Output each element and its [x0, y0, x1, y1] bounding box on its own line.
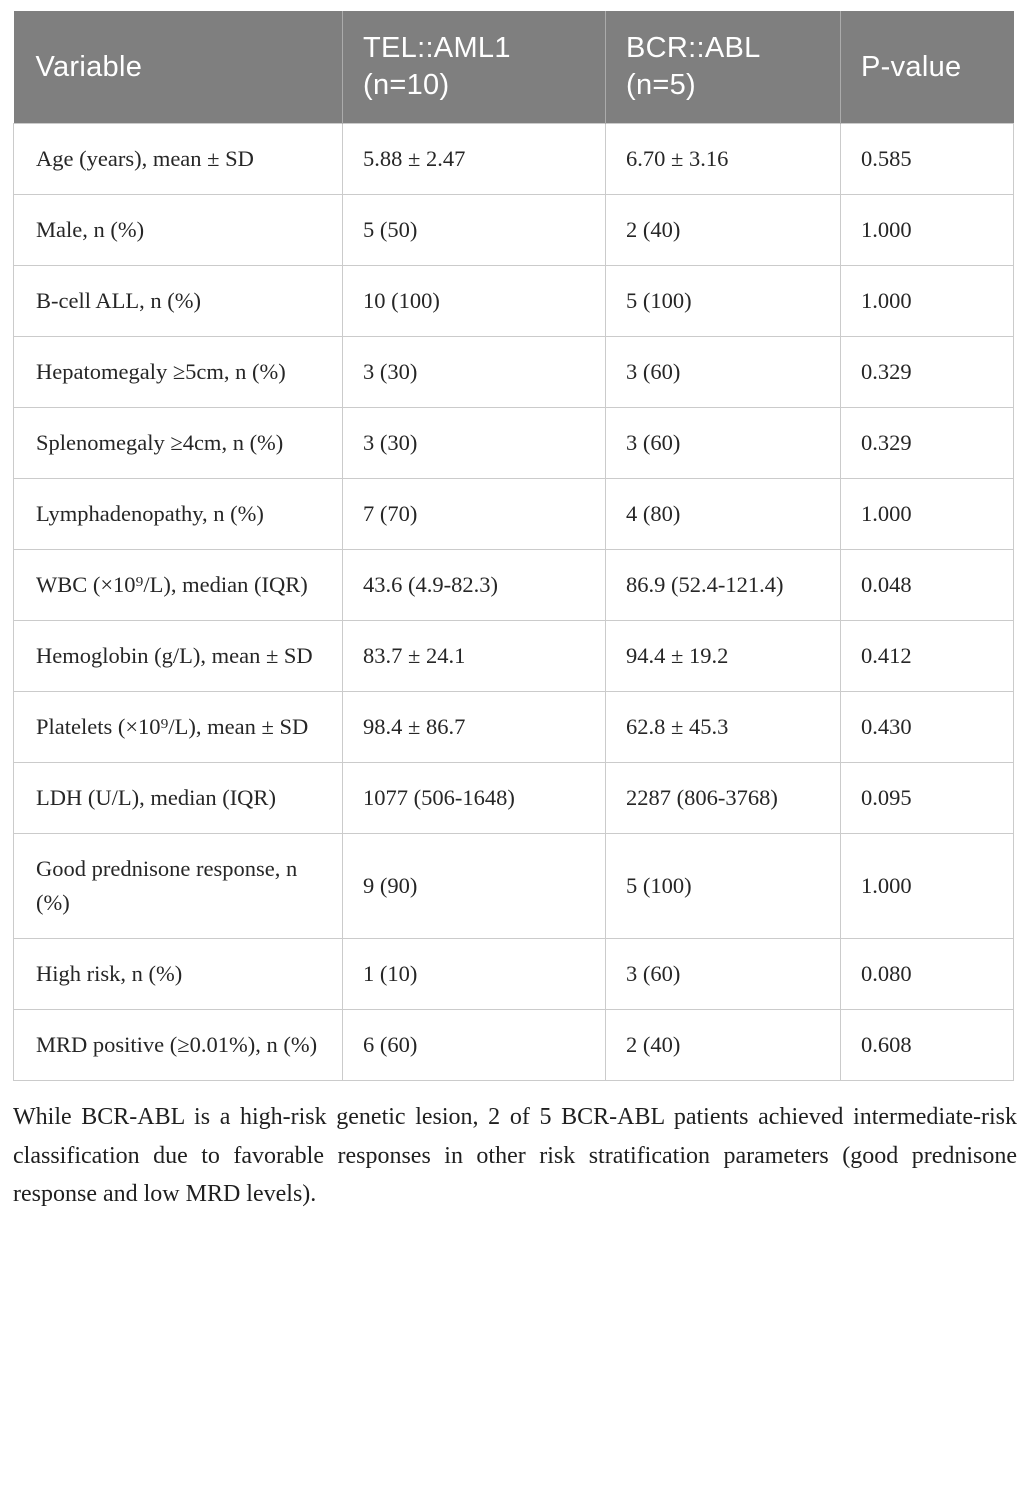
p-value-cell: 0.608 — [840, 1009, 1014, 1081]
row-label-cell: Age (years), mean ± SD — [13, 123, 343, 195]
value-cell: 62.8 ± 45.3 — [605, 691, 841, 763]
row-label-cell: B-cell ALL, n (%) — [13, 265, 343, 337]
value-cell: 43.6 (4.9-82.3) — [342, 549, 606, 621]
value-cell: 3 (60) — [605, 938, 841, 1010]
p-value-cell: 0.080 — [840, 938, 1014, 1010]
p-value-cell: 0.329 — [840, 407, 1014, 479]
value-cell: 6.70 ± 3.16 — [605, 123, 841, 195]
value-cell: 9 (90) — [342, 833, 606, 939]
row-label-cell: Male, n (%) — [13, 194, 343, 266]
p-value-cell: 0.048 — [840, 549, 1014, 621]
table-row: B-cell ALL, n (%) 10 (100) 5 (100) 1.000 — [13, 265, 1014, 337]
value-cell: 3 (30) — [342, 407, 606, 479]
value-cell: 83.7 ± 24.1 — [342, 620, 606, 692]
table-row: Splenomegaly ≥4cm, n (%) 3 (30) 3 (60) 0… — [13, 407, 1014, 479]
value-cell: 86.9 (52.4-121.4) — [605, 549, 841, 621]
table-row: Good prednisone response, n (%) 9 (90) 5… — [13, 833, 1014, 939]
p-value-cell: 0.412 — [840, 620, 1014, 692]
table-header: Variable TEL::AML1 (n=10) BCR::ABL (n=5)… — [13, 11, 1014, 124]
value-cell: 5 (50) — [342, 194, 606, 266]
column-header-bcr-abl: BCR::ABL (n=5) — [605, 11, 841, 124]
value-cell: 3 (60) — [605, 336, 841, 408]
table-row: Male, n (%) 5 (50) 2 (40) 1.000 — [13, 194, 1014, 266]
row-label-cell: MRD positive (≥0.01%), n (%) — [13, 1009, 343, 1081]
value-cell: 1 (10) — [342, 938, 606, 1010]
table-row: LDH (U/L), median (IQR) 1077 (506-1648) … — [13, 762, 1014, 834]
value-cell: 3 (30) — [342, 336, 606, 408]
table-row: Platelets (×10⁹/L), mean ± SD 98.4 ± 86.… — [13, 691, 1014, 763]
value-cell: 94.4 ± 19.2 — [605, 620, 841, 692]
value-cell: 5 (100) — [605, 833, 841, 939]
column-header-tel-aml1: TEL::AML1 (n=10) — [342, 11, 606, 124]
value-cell: 10 (100) — [342, 265, 606, 337]
value-cell: 2 (40) — [605, 194, 841, 266]
row-label-cell: Good prednisone response, n (%) — [13, 833, 343, 939]
row-label-cell: High risk, n (%) — [13, 938, 343, 1010]
value-cell: 7 (70) — [342, 478, 606, 550]
table-row: MRD positive (≥0.01%), n (%) 6 (60) 2 (4… — [13, 1009, 1014, 1081]
value-cell: 3 (60) — [605, 407, 841, 479]
p-value-cell: 0.585 — [840, 123, 1014, 195]
p-value-cell: 0.095 — [840, 762, 1014, 834]
row-label-cell: Hepatomegaly ≥5cm, n (%) — [13, 336, 343, 408]
column-header-variable: Variable — [13, 11, 343, 124]
value-cell: 5 (100) — [605, 265, 841, 337]
table-row: High risk, n (%) 1 (10) 3 (60) 0.080 — [13, 938, 1014, 1010]
header-row: Variable TEL::AML1 (n=10) BCR::ABL (n=5)… — [13, 11, 1014, 124]
p-value-cell: 1.000 — [840, 194, 1014, 266]
table-row: Lymphadenopathy, n (%) 7 (70) 4 (80) 1.0… — [13, 478, 1014, 550]
value-cell: 2287 (806-3768) — [605, 762, 841, 834]
p-value-cell: 0.329 — [840, 336, 1014, 408]
value-cell: 5.88 ± 2.47 — [342, 123, 606, 195]
p-value-cell: 1.000 — [840, 265, 1014, 337]
value-cell: 4 (80) — [605, 478, 841, 550]
row-label-cell: WBC (×10⁹/L), median (IQR) — [13, 549, 343, 621]
table-body: Age (years), mean ± SD 5.88 ± 2.47 6.70 … — [13, 123, 1014, 1081]
value-cell: 1077 (506-1648) — [342, 762, 606, 834]
value-cell: 6 (60) — [342, 1009, 606, 1081]
column-header-p-value: P-value — [840, 11, 1014, 124]
row-label-cell: Platelets (×10⁹/L), mean ± SD — [13, 691, 343, 763]
p-value-cell: 1.000 — [840, 833, 1014, 939]
patient-characteristics-table: Variable TEL::AML1 (n=10) BCR::ABL (n=5)… — [13, 11, 1014, 1081]
row-label-cell: LDH (U/L), median (IQR) — [13, 762, 343, 834]
value-cell: 98.4 ± 86.7 — [342, 691, 606, 763]
p-value-cell: 1.000 — [840, 478, 1014, 550]
table-row: Age (years), mean ± SD 5.88 ± 2.47 6.70 … — [13, 123, 1014, 195]
row-label-cell: Hemoglobin (g/L), mean ± SD — [13, 620, 343, 692]
table-row: Hemoglobin (g/L), mean ± SD 83.7 ± 24.1 … — [13, 620, 1014, 692]
row-label-cell: Lymphadenopathy, n (%) — [13, 478, 343, 550]
table-row: WBC (×10⁹/L), median (IQR) 43.6 (4.9-82.… — [13, 549, 1014, 621]
table-footnote: While BCR-ABL is a high-risk genetic les… — [13, 1104, 1017, 1207]
p-value-cell: 0.430 — [840, 691, 1014, 763]
value-cell: 2 (40) — [605, 1009, 841, 1081]
table-row: Hepatomegaly ≥5cm, n (%) 3 (30) 3 (60) 0… — [13, 336, 1014, 408]
row-label-cell: Splenomegaly ≥4cm, n (%) — [13, 407, 343, 479]
